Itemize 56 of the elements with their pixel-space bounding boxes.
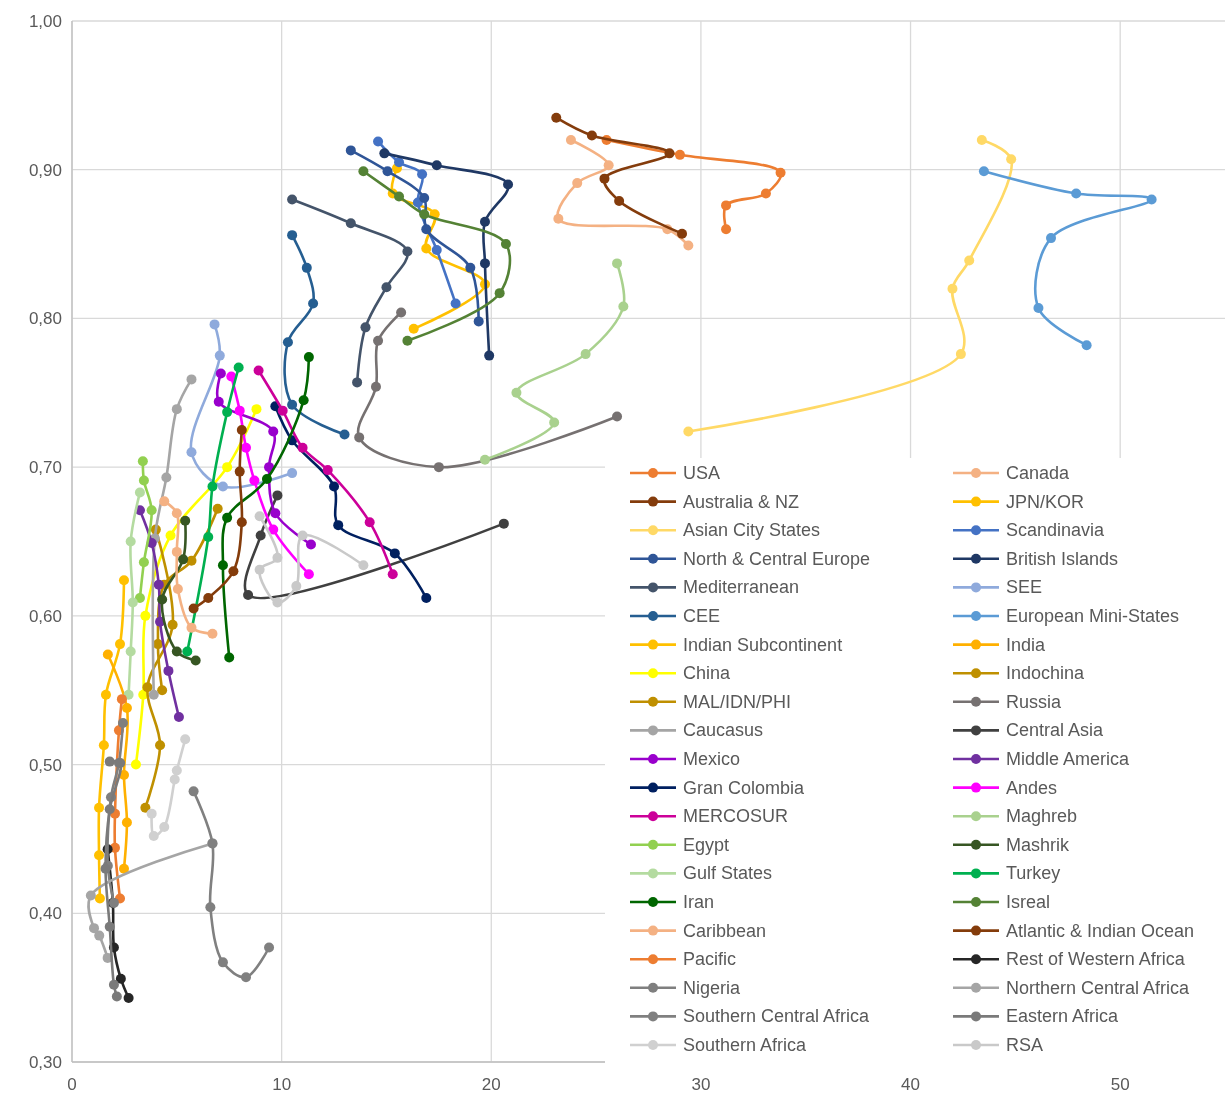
legend-label: Caucasus <box>683 720 764 741</box>
legend-label: Nigeria <box>683 977 742 998</box>
legend-label: Eastern Africa <box>1006 1006 1120 1027</box>
legend-label: Scandinavia <box>1006 520 1106 541</box>
legend-label: European Mini-States <box>1006 606 1180 626</box>
x-tick-label: 50 <box>1110 1075 1130 1094</box>
legend-label: Indochina <box>1006 663 1086 684</box>
legend-label: Atlantic & Indian Ocean <box>1006 920 1195 941</box>
legend-label: Russia <box>1006 691 1063 712</box>
legend-label: Mashrik <box>1006 834 1071 855</box>
legend-label: North & Central Europe <box>683 548 871 569</box>
legend-label: British Islands <box>1006 548 1119 569</box>
legend-label: Caribbean <box>683 920 767 941</box>
y-tick-label: 0,30 <box>28 1053 62 1072</box>
y-tick-label: 0,50 <box>28 755 62 775</box>
x-tick-label: 20 <box>481 1075 501 1094</box>
legend-label: Egypt <box>683 834 730 855</box>
y-tick-label: 0,70 <box>28 458 62 478</box>
legend-label: Central Asia <box>1006 720 1105 741</box>
y-tick-label: 0,80 <box>28 309 62 329</box>
legend-label: China <box>683 663 732 684</box>
legend-label: Maghreb <box>1006 806 1078 827</box>
legend-label: Iran <box>683 892 715 912</box>
x-tick-label: 0 <box>67 1075 77 1094</box>
legend-label: Andes <box>1006 777 1058 798</box>
legend-label: Indian Subcontinent <box>683 634 843 655</box>
legend-label: Rest of Western Africa <box>1006 949 1186 970</box>
legend-label: Southern Central Africa <box>683 1006 871 1027</box>
legend-label: SEE <box>1006 577 1043 598</box>
legend-label: Southern Africa <box>683 1035 808 1055</box>
y-tick-label: 1,00 <box>28 12 62 31</box>
x-tick-label: 30 <box>691 1075 711 1094</box>
legend-label: Middle America <box>1006 749 1131 769</box>
legend-label: Mediterranean <box>683 577 800 598</box>
legend-label: Northern Central Africa <box>1006 977 1191 998</box>
legend-label: CEE <box>683 606 721 626</box>
legend-label: India <box>1006 634 1047 655</box>
legend-label: Gran Colombia <box>683 777 806 798</box>
legend-label: Pacific <box>683 949 737 970</box>
legend-label: MAL/IDN/PHI <box>683 691 792 712</box>
legend-label: USA <box>683 463 721 483</box>
legend-label: Asian City States <box>683 520 821 541</box>
legend-label: Turkey <box>1006 863 1061 884</box>
y-tick-label: 0,40 <box>28 904 62 924</box>
legend-label: Australia & NZ <box>683 491 800 512</box>
y-tick-label: 0,90 <box>28 160 62 180</box>
legend-label: MERCOSUR <box>683 806 789 827</box>
legend-label: Canada <box>1006 463 1071 483</box>
legend-label: Mexico <box>683 749 741 769</box>
legend-label: Isreal <box>1006 892 1051 912</box>
x-tick-label: 10 <box>272 1075 292 1094</box>
legend-label: JPN/KOR <box>1006 491 1085 512</box>
legend-label: RSA <box>1006 1035 1044 1055</box>
x-tick-label: 40 <box>901 1075 921 1094</box>
y-tick-label: 0,60 <box>28 606 62 626</box>
legend-label: Gulf States <box>683 863 773 884</box>
